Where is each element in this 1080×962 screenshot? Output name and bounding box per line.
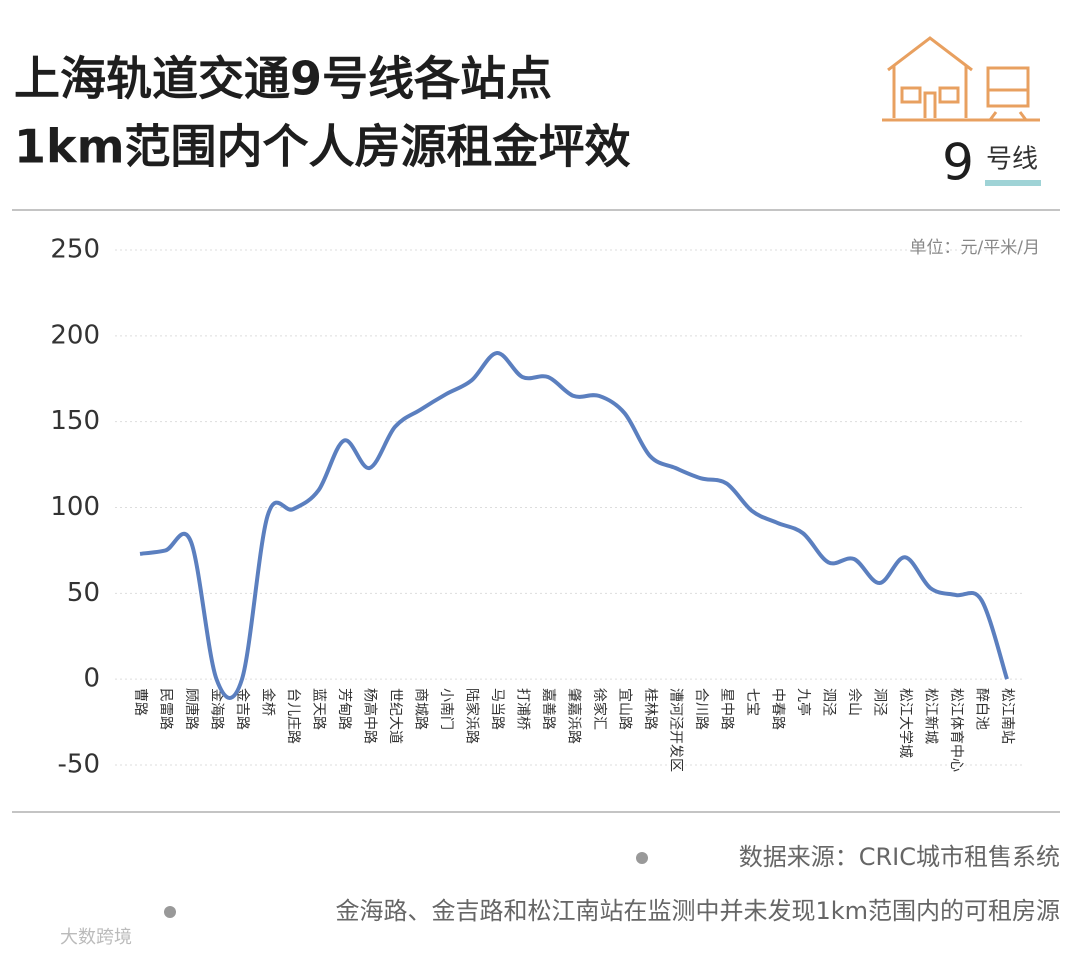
bullet — [636, 852, 648, 864]
x-tick-label: 蓝天路 — [311, 688, 327, 730]
x-tick-label: 宜山路 — [617, 688, 633, 730]
x-tick-label: 泗泾 — [821, 688, 837, 716]
y-tick-label: 200 — [50, 320, 100, 350]
line-icon — [882, 36, 1040, 122]
x-tick-label: 曹路 — [132, 688, 148, 716]
line-label: 号线 — [986, 145, 1038, 175]
y-tick-label: -50 — [58, 750, 100, 780]
x-tick-label: 醉白池 — [974, 688, 990, 730]
x-tick-label: 世纪大道 — [387, 688, 403, 744]
x-tick-label: 松江南站 — [999, 688, 1015, 744]
note: 数据来源：CRIC城市租售系统 — [739, 843, 1060, 871]
line-underline — [985, 180, 1041, 186]
chart-title: 上海轨道交通9号线各站点 — [14, 52, 552, 106]
x-tick-label: 商城路 — [413, 688, 429, 730]
x-tick-label: 芳甸路 — [336, 688, 353, 730]
y-tick-label: 50 — [67, 578, 100, 608]
x-tick-label: 小南门 — [438, 688, 454, 730]
y-tick-label: 0 — [83, 664, 100, 694]
x-tick-label: 陆家浜路 — [464, 688, 481, 744]
x-tick-label: 金桥 — [260, 688, 276, 716]
x-tick-label: 台儿庄路 — [285, 688, 302, 744]
x-tick-label: 桂林路 — [642, 688, 658, 730]
y-tick-label: 100 — [50, 492, 100, 522]
x-tick-label: 松江体育中心 — [948, 688, 964, 772]
x-tick-label: 星中路 — [719, 688, 735, 730]
x-tick-label: 中春路 — [770, 688, 786, 730]
data-line — [139, 351, 1009, 700]
x-tick-label: 打浦桥 — [515, 688, 532, 730]
x-tick-label: 马当路 — [489, 688, 505, 730]
x-tick-label: 九亭 — [795, 688, 812, 716]
x-tick-label: 洞泾 — [872, 688, 888, 716]
x-tick-label: 金吉路 — [234, 688, 250, 730]
x-tick-label: 顾唐路 — [183, 688, 200, 730]
x-tick-label: 肇嘉浜路 — [566, 688, 582, 744]
y-tick-label: 250 — [50, 235, 100, 265]
x-tick-label: 七宝 — [744, 688, 760, 716]
note: 金海路、金吉路和松江南站在监测中并未发现1km范围内的可租房源 — [335, 897, 1060, 925]
x-tick-label: 金海路 — [209, 688, 225, 730]
x-tick-label: 合川路 — [693, 688, 709, 730]
x-tick-label: 徐家汇 — [591, 688, 608, 730]
x-tick-label: 佘山 — [846, 688, 863, 716]
y-tick-label: 150 — [50, 406, 100, 436]
line-number: 9 — [942, 134, 974, 192]
unit-label: 单位：元/平米/月 — [910, 238, 1040, 258]
watermark: 大数跨境 — [60, 927, 132, 948]
x-tick-label: 松江大学城 — [897, 688, 913, 758]
x-tick-label: 杨高中路 — [362, 688, 379, 744]
x-tick-label: 嘉善路 — [540, 688, 556, 730]
x-tick-label: 漕河泾开发区 — [668, 688, 684, 772]
chart-subtitle: 1km范围内个人房源租金坪效 — [14, 120, 631, 174]
bullet — [164, 906, 176, 918]
x-tick-label: 松江新城 — [923, 688, 939, 744]
x-tick-label: 民雷路 — [158, 688, 174, 730]
